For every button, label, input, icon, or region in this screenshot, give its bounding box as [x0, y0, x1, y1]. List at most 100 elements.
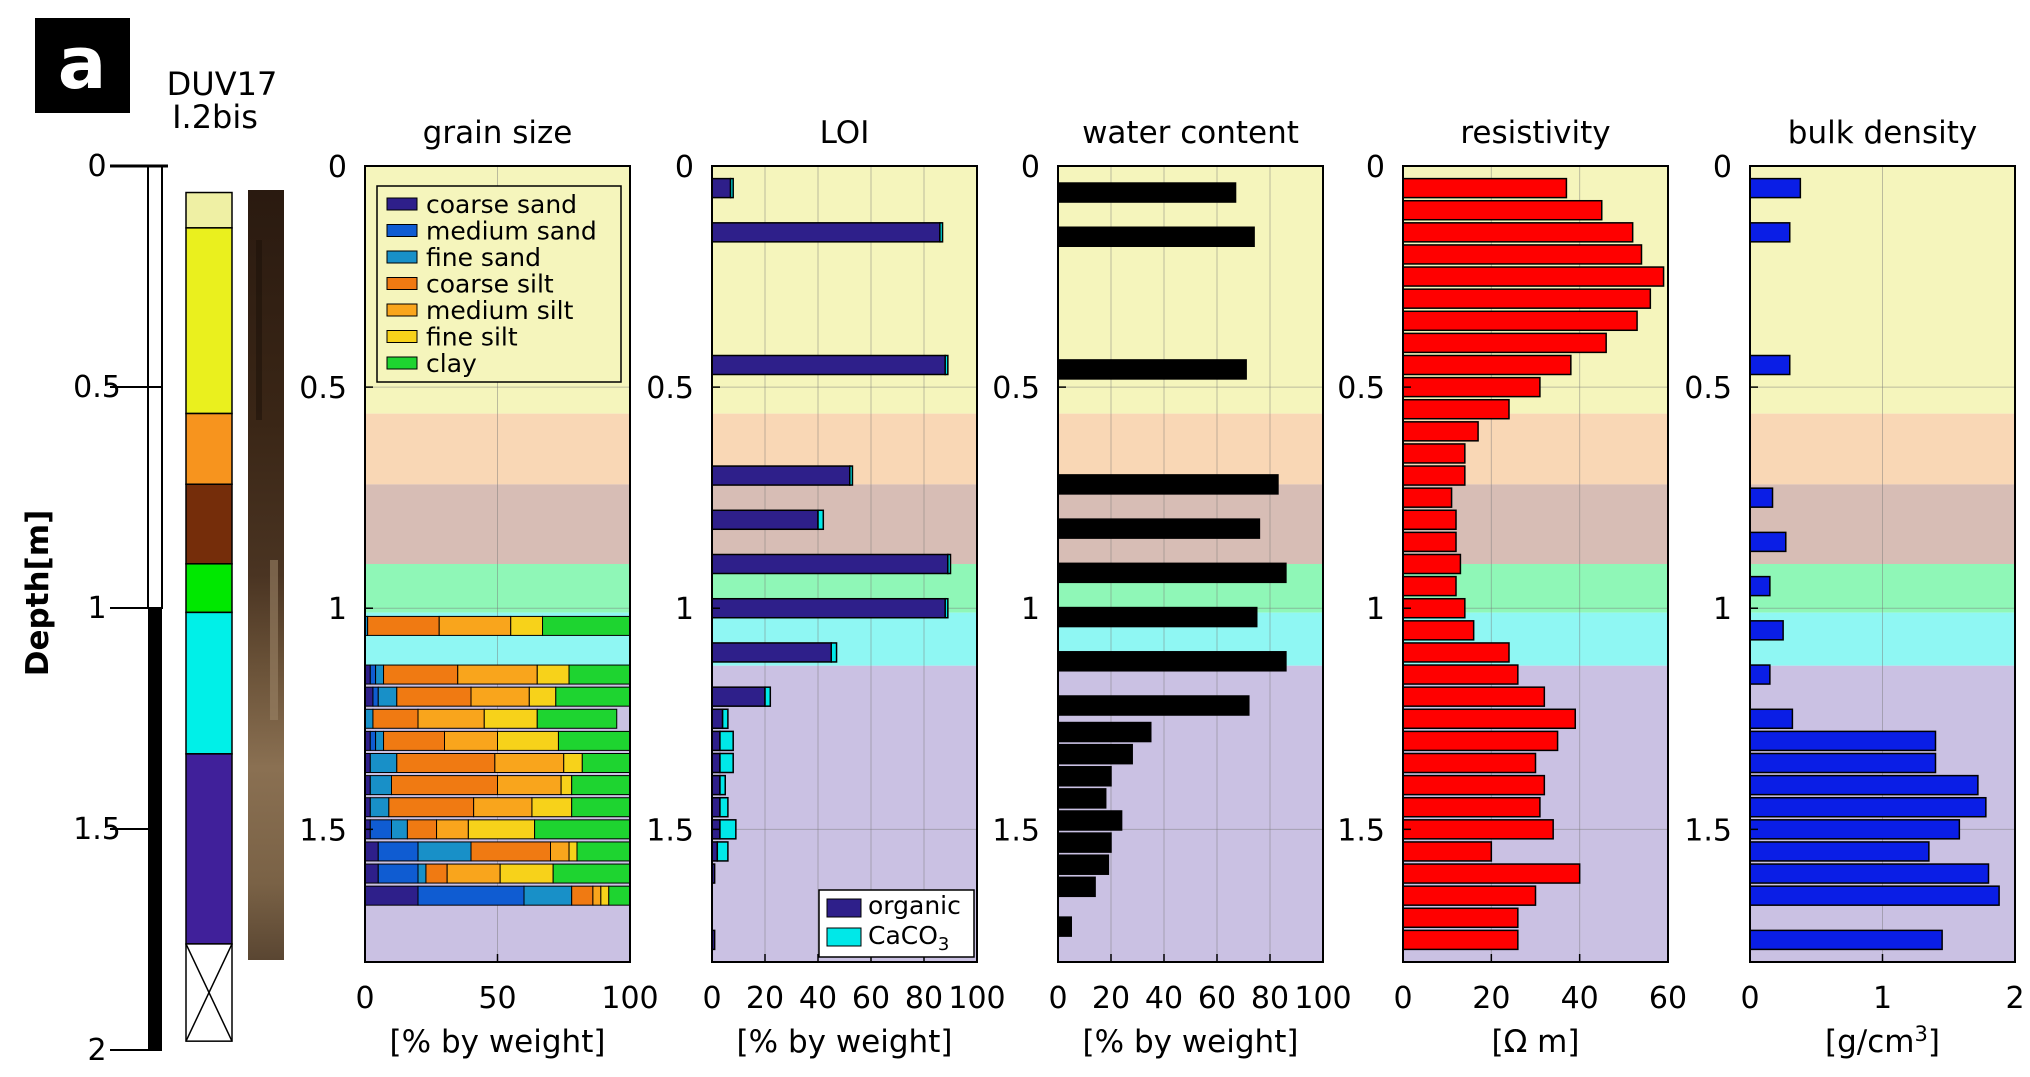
y-tick-label: 0.5	[299, 371, 347, 406]
grain-size-segment	[364, 841, 379, 862]
grain-size-segment	[364, 885, 419, 906]
loi-organic-bar	[711, 509, 819, 531]
unit-background-band	[1750, 484, 2015, 564]
resistivity-bar	[1402, 774, 1546, 796]
core-photo	[248, 190, 284, 960]
y-tick-label: 0	[1366, 150, 1385, 185]
grain-size-segment	[557, 730, 631, 751]
grain-size-segment	[581, 753, 631, 773]
x-tick-label: 40	[1145, 981, 1183, 1016]
grain-size-segment	[383, 664, 459, 685]
grain-size-segment	[438, 615, 512, 636]
x-axis-label: [g/cm3]	[1825, 1022, 1940, 1060]
y-tick-label: 0	[1713, 150, 1732, 185]
legend-swatch	[386, 250, 418, 264]
grain-size-segment	[417, 885, 525, 906]
y-tick-label: 1	[328, 592, 347, 627]
resistivity-bar	[1402, 487, 1453, 508]
loi-organic-bar	[711, 708, 724, 730]
y-tick-label: 1	[675, 592, 694, 627]
y-tick-label: 1.5	[992, 813, 1040, 848]
grain-size-segment	[377, 841, 419, 862]
panel-water-content: 0 20 40 60 80 100 0 0.5 1 1.5 water content [% by w…	[992, 115, 1351, 1060]
grain-size-segment	[576, 841, 631, 862]
grain-size-segment	[560, 775, 573, 796]
water-content-bar	[1057, 766, 1112, 787]
bulk-density-bar	[1749, 222, 1791, 243]
grain-size-segment	[388, 797, 475, 818]
loi-caco3-bar	[719, 774, 727, 796]
legend-label: fine silt	[426, 323, 518, 352]
x-tick-label: 100	[601, 981, 658, 1016]
x-axis-label: [Ω m]	[1492, 1024, 1580, 1060]
panel-title: water content	[1082, 115, 1299, 151]
x-tick-label: 2	[2005, 981, 2024, 1016]
grain-size-segment	[391, 819, 408, 840]
grain-size-segment	[377, 863, 419, 884]
unit-background-band	[1750, 166, 2015, 414]
x-tick-label: 20	[746, 981, 784, 1016]
resistivity-bar	[1402, 796, 1541, 818]
loi-caco3-bar	[719, 796, 729, 818]
loi-organic-bar	[711, 642, 832, 663]
resistivity-bar	[1402, 266, 1665, 287]
loi-caco3-bar	[817, 509, 825, 531]
loi-organic-bar	[711, 553, 949, 575]
grain-size-segment	[369, 775, 392, 796]
legend-swatch	[386, 197, 418, 211]
loi-organic-bar	[711, 465, 851, 486]
y-tick-label: 0.5	[1684, 371, 1732, 406]
grain-size-segment	[592, 885, 602, 906]
grain-size-segment	[364, 863, 379, 884]
depth-tick-label: 1	[87, 591, 106, 626]
grain-size-segment	[473, 797, 533, 818]
unit-background-band	[1750, 413, 2015, 485]
legend-label: medium silt	[426, 296, 574, 325]
y-tick-label: 1	[1021, 592, 1040, 627]
lithology-unit	[185, 753, 233, 945]
grain-size-segment	[497, 775, 562, 796]
grain-size-segment	[470, 841, 551, 862]
loi-organic-bar	[711, 354, 946, 376]
resistivity-bar	[1402, 885, 1537, 906]
grain-size-segment	[555, 686, 631, 707]
loi-organic-bar	[711, 686, 766, 707]
panel-title: LOI	[820, 115, 870, 151]
grain-size-segment	[396, 686, 472, 707]
grain-size-segment	[417, 863, 427, 884]
resistivity-bar	[1402, 443, 1466, 464]
water-content-bar	[1057, 651, 1287, 672]
lithology-unit	[185, 483, 233, 565]
x-tick-label: 1	[1873, 981, 1892, 1016]
unit-background-band	[365, 413, 630, 485]
x-tick-label: 100	[1294, 981, 1351, 1016]
legend-swatch	[826, 927, 862, 947]
lithology-unit	[185, 412, 233, 485]
x-tick-label: 60	[1649, 981, 1687, 1016]
resistivity-bar	[1402, 730, 1559, 752]
grain-size-segment	[608, 885, 631, 906]
panel-LOI: 0 20 40 60 80 100 0 0.5 1 1.5 LOI [% by weight] orga…	[646, 115, 1005, 1060]
legend-label: coarse silt	[426, 270, 554, 299]
x-tick-label: 60	[852, 981, 890, 1016]
grain-size-segment	[417, 841, 472, 862]
resistivity-bar	[1402, 177, 1568, 199]
grain-size-segment	[457, 664, 538, 685]
bulk-density-bar	[1749, 531, 1787, 553]
water-content-bar	[1057, 695, 1250, 716]
grain-size-segment	[364, 686, 374, 707]
grain-size-segment	[552, 863, 631, 884]
resistivity-bar	[1402, 708, 1576, 730]
y-tick-label: 0.5	[646, 371, 694, 406]
loi-caco3-bar	[939, 222, 944, 243]
resistivity-bar	[1402, 664, 1519, 685]
x-tick-label: 20	[1092, 981, 1130, 1016]
grain-size-segment	[571, 797, 631, 818]
loi-caco3-bar	[721, 708, 729, 730]
resistivity-bar	[1402, 398, 1510, 420]
bulk-density-bar	[1749, 620, 1784, 641]
grain-size-segment	[377, 686, 398, 707]
loi-caco3-bar	[947, 553, 952, 575]
y-tick-label: 0.5	[1337, 371, 1385, 406]
